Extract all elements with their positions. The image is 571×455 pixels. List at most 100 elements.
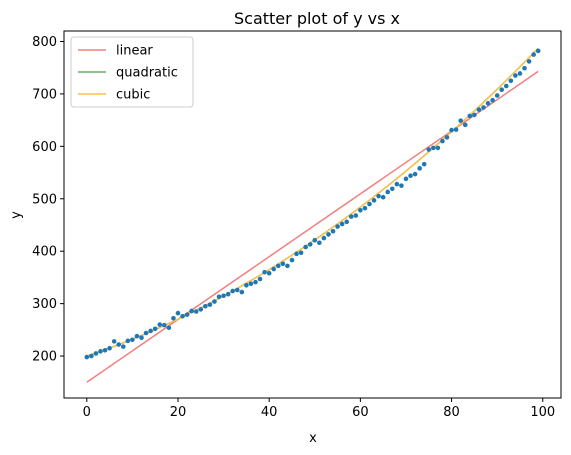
data-point: [171, 316, 176, 321]
x-axis-label: x: [309, 431, 317, 446]
data-point: [522, 65, 527, 71]
data-point: [531, 52, 536, 57]
data-point: [412, 171, 418, 177]
data-point: [421, 161, 427, 167]
data-point: [239, 289, 245, 295]
data-point: [435, 145, 441, 151]
x-tick-label: 100: [530, 405, 555, 420]
data-point: [98, 349, 103, 354]
data-point: [276, 263, 281, 269]
data-point: [458, 118, 463, 123]
data-point: [120, 344, 126, 349]
data-point: [403, 176, 409, 182]
data-point: [271, 266, 277, 272]
data-point: [481, 105, 486, 110]
y-tick-label: 400: [32, 245, 57, 260]
data-point: [321, 235, 327, 241]
data-point: [508, 78, 514, 84]
data-point: [184, 312, 190, 317]
legend-items: linear quadratic cubic: [78, 44, 178, 103]
data-point: [116, 342, 122, 347]
data-point: [285, 263, 290, 269]
data-point: [180, 313, 185, 319]
legend-box: [70, 36, 194, 108]
data-point: [152, 326, 158, 332]
data-point: [517, 71, 523, 76]
data-point: [353, 213, 359, 218]
data-point: [348, 214, 354, 219]
data-point: [134, 333, 140, 339]
y-tick-label: 300: [32, 297, 57, 312]
data-point: [234, 287, 240, 293]
data-point: [175, 310, 181, 316]
data-point: [476, 107, 482, 112]
data-point: [362, 205, 368, 211]
data-point: [189, 308, 194, 314]
x-tick-label: 60: [352, 405, 369, 420]
y-tick-label: 500: [32, 192, 57, 207]
data-point: [358, 208, 363, 213]
data-point: [198, 307, 204, 312]
data-point: [367, 201, 372, 207]
data-point: [93, 351, 99, 356]
data-point: [262, 269, 267, 275]
data-point: [203, 303, 208, 309]
data-point: [426, 147, 432, 152]
y-tick-label: 800: [32, 35, 57, 50]
data-point: [494, 93, 500, 98]
data-point: [526, 59, 532, 64]
data-point: [399, 183, 404, 188]
data-point: [248, 281, 254, 287]
legend: linear quadratic cubic: [70, 36, 194, 108]
series-line-linear: [86, 70, 539, 383]
data-point: [513, 73, 518, 78]
data-point: [503, 83, 509, 89]
data-point: [330, 228, 336, 234]
y-axis-label: y: [9, 211, 24, 219]
data-point: [244, 282, 249, 288]
data-point: [303, 244, 308, 250]
x-tick-label: 40: [261, 405, 278, 420]
y-tick-label: 700: [32, 87, 57, 102]
x-tick-label: 20: [170, 405, 187, 420]
x-tick-label: 0: [83, 405, 91, 420]
data-point: [467, 113, 473, 119]
points-layer: [84, 48, 541, 360]
data-point: [166, 325, 172, 331]
data-point: [462, 122, 468, 128]
data-point: [385, 189, 391, 195]
y-tick-label: 200: [32, 350, 57, 365]
data-point: [298, 250, 304, 256]
plot-frame: [63, 30, 562, 399]
data-point: [130, 337, 135, 343]
data-point: [339, 221, 345, 227]
data-point: [143, 330, 149, 336]
data-point: [102, 347, 108, 353]
y-axis-ticks: 200 300 400 500 600 700 800: [32, 35, 64, 365]
data-point: [212, 299, 217, 304]
data-point: [499, 87, 505, 93]
data-point: [535, 48, 541, 54]
data-point: [125, 338, 131, 344]
data-point: [216, 294, 222, 300]
data-point: [207, 302, 213, 307]
data-point: [157, 322, 163, 327]
data-point: [335, 224, 340, 229]
data-point: [485, 101, 491, 106]
data-point: [148, 328, 153, 334]
data-point: [389, 186, 395, 192]
data-point: [84, 354, 90, 360]
legend-label-quadratic: quadratic: [116, 66, 178, 81]
y-tick-label: 600: [32, 140, 57, 155]
data-point: [490, 97, 495, 103]
data-point: [280, 261, 286, 267]
data-point: [312, 237, 318, 243]
data-point: [294, 251, 299, 257]
data-point: [257, 276, 263, 282]
series-layer: [86, 47, 539, 383]
plot-area: [84, 47, 541, 383]
data-point: [440, 138, 445, 144]
data-point: [307, 242, 313, 247]
data-point: [193, 309, 199, 314]
